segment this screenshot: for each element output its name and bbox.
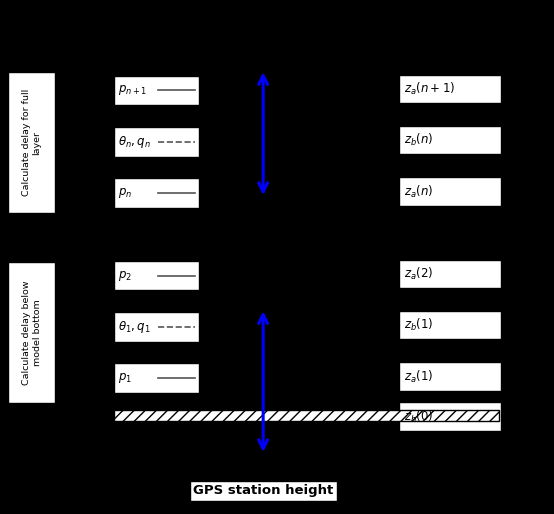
Text: $z_a(2)$: $z_a(2)$ — [404, 266, 434, 282]
FancyBboxPatch shape — [399, 177, 501, 206]
FancyBboxPatch shape — [114, 410, 499, 421]
Text: $z_b(0)$: $z_b(0)$ — [404, 409, 434, 425]
FancyBboxPatch shape — [399, 260, 501, 288]
FancyBboxPatch shape — [114, 363, 199, 393]
Text: $\theta_n, q_n$: $\theta_n, q_n$ — [118, 134, 151, 150]
FancyBboxPatch shape — [114, 76, 199, 105]
Text: $p_{n+1}$: $p_{n+1}$ — [118, 83, 147, 98]
FancyBboxPatch shape — [399, 75, 501, 103]
FancyBboxPatch shape — [114, 178, 199, 208]
FancyBboxPatch shape — [399, 126, 501, 154]
Text: $z_a(1)$: $z_a(1)$ — [404, 369, 434, 384]
FancyBboxPatch shape — [8, 72, 55, 213]
FancyBboxPatch shape — [399, 402, 501, 431]
Text: $\theta_1, q_1$: $\theta_1, q_1$ — [118, 319, 151, 335]
FancyBboxPatch shape — [8, 262, 55, 403]
Text: $z_b(n)$: $z_b(n)$ — [404, 132, 434, 148]
FancyBboxPatch shape — [114, 127, 199, 157]
Text: Calculate delay below
model bottom: Calculate delay below model bottom — [22, 281, 42, 385]
Text: $p_n$: $p_n$ — [118, 186, 132, 200]
Text: $z_b(1)$: $z_b(1)$ — [404, 317, 434, 333]
Text: $p_1$: $p_1$ — [118, 371, 132, 386]
FancyBboxPatch shape — [399, 311, 501, 339]
FancyBboxPatch shape — [114, 261, 199, 290]
Text: GPS station height: GPS station height — [193, 484, 334, 498]
Text: $p_2$: $p_2$ — [118, 268, 132, 283]
Text: $z_a(n)$: $z_a(n)$ — [404, 183, 434, 199]
Text: Calculate delay for full
layer: Calculate delay for full layer — [22, 89, 42, 196]
FancyBboxPatch shape — [114, 312, 199, 342]
FancyBboxPatch shape — [399, 362, 501, 391]
Text: $z_a(n+1)$: $z_a(n+1)$ — [404, 81, 455, 97]
